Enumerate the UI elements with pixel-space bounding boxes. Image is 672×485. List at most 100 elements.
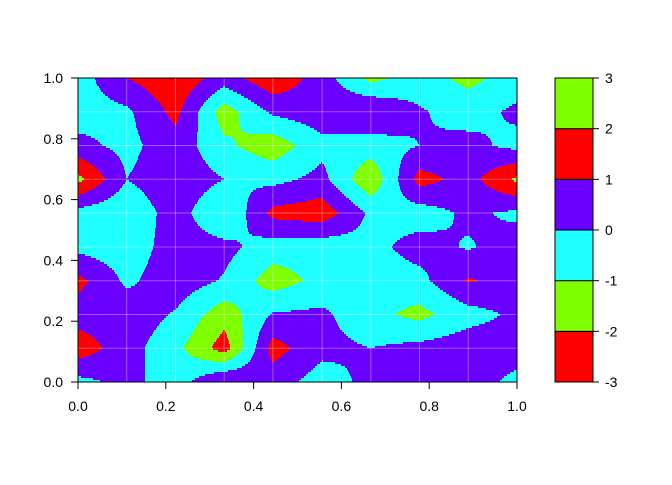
contour-band xyxy=(278,358,518,361)
contour-band xyxy=(482,80,518,83)
contour-band xyxy=(119,156,139,159)
contour-band xyxy=(258,338,273,341)
contour-band xyxy=(509,106,518,109)
contour-band xyxy=(259,284,294,287)
contour-band xyxy=(348,370,515,373)
contour-band xyxy=(358,206,438,209)
contour-band xyxy=(266,110,429,113)
contour-band xyxy=(243,334,260,337)
contour-band xyxy=(246,216,272,219)
contour-band xyxy=(78,90,102,93)
contour-band xyxy=(78,102,119,105)
contour-band xyxy=(253,190,341,193)
contour-band xyxy=(213,344,231,347)
contour-band xyxy=(335,362,518,365)
contour-band xyxy=(455,332,518,335)
contour-band xyxy=(256,344,270,347)
contour-band xyxy=(140,152,201,155)
contour-band xyxy=(78,122,137,125)
contour-band xyxy=(239,308,310,311)
contour-band xyxy=(242,318,267,321)
contour-band xyxy=(243,330,261,333)
contour-band xyxy=(233,90,268,93)
contour-band xyxy=(78,204,93,207)
contour-band xyxy=(103,92,151,95)
contour-band xyxy=(259,276,301,279)
contour-band xyxy=(334,208,361,211)
contour-band xyxy=(136,124,176,127)
contour-band xyxy=(206,100,252,103)
contour-band xyxy=(140,84,198,87)
x-tick-label: 1.0 xyxy=(507,398,527,414)
contour-band xyxy=(500,218,518,221)
color-key-label: -3 xyxy=(605,374,618,390)
contour-band xyxy=(379,168,400,171)
contour-band xyxy=(247,220,303,223)
contour-band xyxy=(78,244,155,247)
contour-band xyxy=(78,212,158,215)
contour-band xyxy=(415,176,441,179)
contour-band xyxy=(476,244,518,247)
contour-band xyxy=(78,310,174,313)
contour-band xyxy=(489,186,518,189)
contour-band xyxy=(97,340,149,343)
contour-band xyxy=(248,200,307,203)
contour-band xyxy=(433,312,499,315)
contour-band xyxy=(325,200,352,203)
contour-band xyxy=(202,286,262,289)
contour-band xyxy=(239,116,281,119)
contour-band xyxy=(95,338,150,341)
contour-band xyxy=(207,312,242,315)
contour-band xyxy=(78,182,102,185)
contour-band xyxy=(225,212,247,215)
contour-band xyxy=(270,92,282,95)
contour-band xyxy=(218,174,307,177)
contour-band xyxy=(344,194,370,197)
contour-band xyxy=(299,380,353,383)
contour-band xyxy=(251,152,287,155)
contour-band xyxy=(405,196,518,199)
contour-band xyxy=(323,198,350,201)
contour-band xyxy=(133,80,202,83)
contour-band xyxy=(354,340,425,343)
contour-band xyxy=(345,366,518,369)
contour-band xyxy=(343,86,465,89)
contour-band xyxy=(459,246,477,249)
contour-band xyxy=(424,318,495,321)
contour-band xyxy=(349,372,511,375)
contour-band xyxy=(237,92,271,95)
contour-band xyxy=(198,114,217,117)
contour-band xyxy=(78,160,87,163)
contour-band xyxy=(472,86,518,89)
contour-band xyxy=(271,208,335,211)
contour-band xyxy=(400,254,518,257)
contour-band xyxy=(145,358,201,361)
contour-band xyxy=(319,164,325,167)
contour-band xyxy=(459,244,477,247)
y-axis: 0.0 0.2 0.4 0.6 0.8 1.0 xyxy=(44,70,78,390)
contour-band xyxy=(461,84,477,87)
color-key-label: -1 xyxy=(605,273,618,289)
contour-band xyxy=(193,88,221,91)
contour-band xyxy=(145,350,187,353)
contour-band xyxy=(243,340,258,343)
contour-band xyxy=(260,330,343,333)
contour-band xyxy=(78,284,86,287)
contour-band xyxy=(101,182,126,185)
contour-band xyxy=(95,166,125,169)
contour-band xyxy=(236,142,292,145)
contour-band xyxy=(145,360,212,363)
contour-band xyxy=(337,322,486,325)
contour-band xyxy=(83,288,200,291)
contour-band xyxy=(78,288,84,291)
contour-band xyxy=(269,350,289,353)
contour-band xyxy=(195,290,273,293)
contour-band xyxy=(399,170,419,173)
contour-band xyxy=(272,114,431,117)
contour-band xyxy=(257,282,299,285)
contour-band xyxy=(492,144,518,147)
contour-band xyxy=(301,80,338,83)
contour-band xyxy=(341,84,462,87)
contour-band xyxy=(303,280,431,283)
contour-band xyxy=(266,158,278,161)
